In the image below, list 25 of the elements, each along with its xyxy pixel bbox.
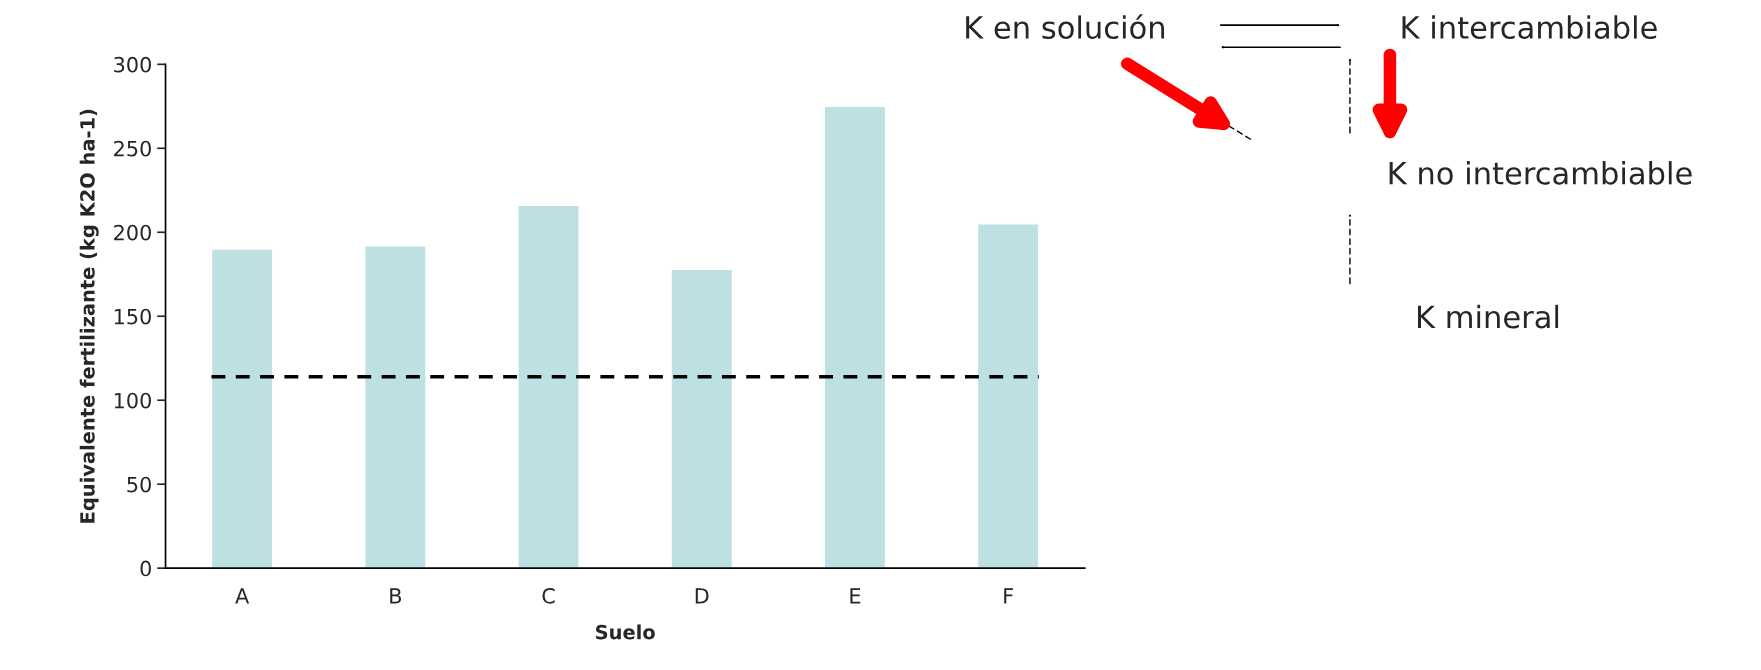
x-tick-label: B [390, 588, 402, 604]
text: K en solución [966, 14, 1165, 40]
bar [976, 223, 1040, 569]
x-tick-label: C [542, 587, 555, 604]
y-tick-label: 0 [140, 560, 151, 577]
x-axis-title: Suelo [596, 624, 655, 640]
bar [364, 245, 427, 569]
y-tick-label: 250 [114, 140, 151, 157]
text: K intercambiable [1402, 15, 1657, 40]
y-tick-label: 100 [114, 392, 151, 409]
bar [210, 248, 274, 569]
y-tick-label: 150 [114, 308, 151, 325]
x-tick-label: F [1004, 588, 1013, 604]
bar [823, 105, 887, 569]
y-tick-label: 200 [114, 224, 151, 241]
bar [670, 268, 734, 569]
x-tick-label: D [695, 588, 709, 604]
text: K mineral [1417, 304, 1559, 329]
text: K no intercambiable [1389, 161, 1692, 185]
x-tick-label: A [235, 588, 250, 604]
bar [517, 204, 580, 569]
y-tick-label: 300 [114, 56, 151, 73]
y-axis-title: Equivalente fertilizante (kg K2O ha-1) [79, 109, 99, 523]
x-tick-label: E [850, 588, 861, 604]
y-tick-label: 50 [127, 476, 151, 493]
